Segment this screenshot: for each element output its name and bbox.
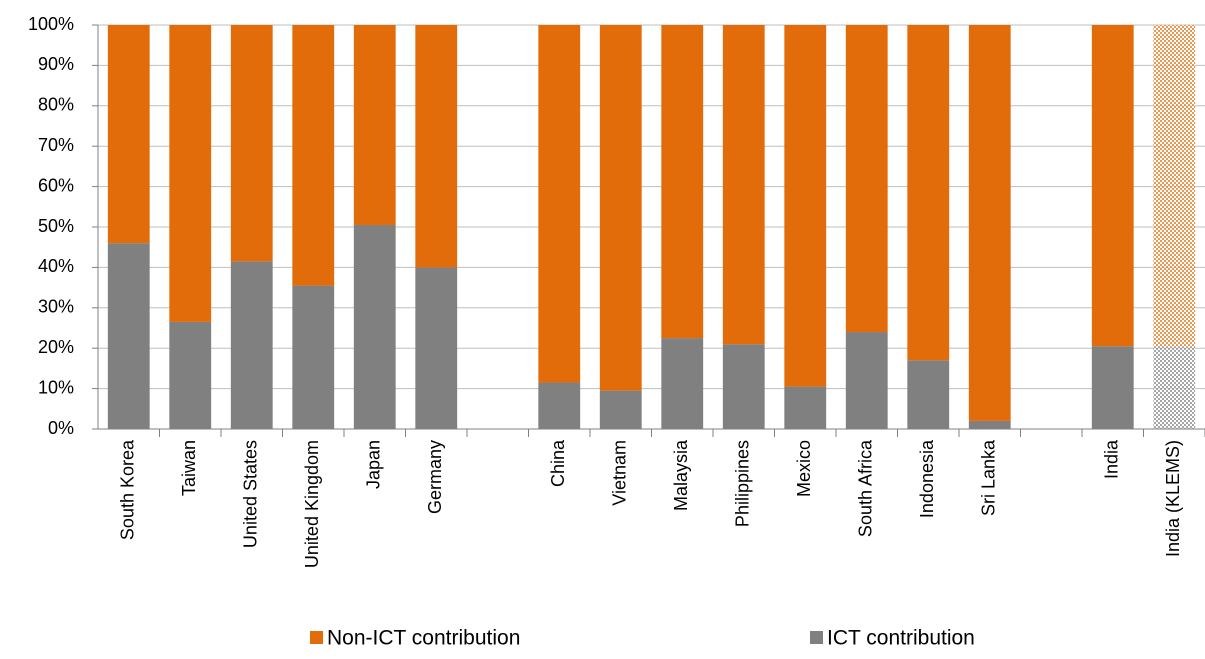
- legend-label: ICT contribution: [827, 627, 975, 650]
- y-tick-label: 40%: [38, 256, 74, 276]
- bar: [538, 382, 581, 429]
- bar: [661, 25, 704, 339]
- x-tick-label: Sri Lanka: [979, 439, 999, 516]
- y-tick-label: 90%: [38, 54, 74, 74]
- bar: [907, 25, 950, 361]
- x-tick-label: Mexico: [794, 440, 814, 497]
- bar: [415, 267, 458, 429]
- bar: [661, 338, 704, 429]
- bar: [169, 25, 212, 322]
- bar: [845, 25, 888, 333]
- y-tick-label: 50%: [38, 216, 74, 236]
- bar: [599, 390, 642, 429]
- bar: [107, 25, 150, 244]
- bar: [107, 243, 150, 429]
- x-tick-label: India (KLEMS): [1163, 440, 1183, 557]
- legend-swatch: [310, 631, 323, 644]
- y-tick-label: 10%: [38, 377, 74, 397]
- x-tick-label: Vietnam: [610, 440, 630, 506]
- legend-swatch: [810, 631, 823, 644]
- bar: [1153, 346, 1196, 429]
- y-tick-label: 100%: [28, 14, 74, 34]
- y-tick-label: 80%: [38, 95, 74, 115]
- bar: [230, 261, 273, 429]
- y-tick-label: 70%: [38, 135, 74, 155]
- bar: [968, 25, 1011, 421]
- x-tick-label: Taiwan: [179, 440, 199, 496]
- bar: [784, 25, 827, 387]
- x-tick-label: United States: [241, 440, 261, 548]
- bar: [722, 344, 765, 429]
- bar: [169, 321, 212, 429]
- bar: [907, 360, 950, 429]
- y-tick-label: 30%: [38, 297, 74, 317]
- x-tick-label: Japan: [364, 440, 384, 489]
- x-tick-label: Germany: [425, 440, 445, 514]
- x-tick-label: Indonesia: [917, 439, 937, 518]
- y-tick-label: 20%: [38, 337, 74, 357]
- bar: [292, 25, 335, 286]
- x-tick-label: South Africa: [856, 439, 876, 537]
- legend-label: Non-ICT contribution: [327, 627, 520, 650]
- bar: [1091, 346, 1134, 429]
- bar: [1091, 25, 1134, 347]
- bar: [415, 25, 458, 268]
- bar: [845, 332, 888, 429]
- bar: [599, 25, 642, 391]
- x-tick-label: South Korea: [118, 439, 138, 540]
- bar: [968, 420, 1011, 429]
- bar: [353, 224, 396, 429]
- x-tick-label: United Kingdom: [302, 440, 322, 568]
- bar: [353, 25, 396, 225]
- bar: [1153, 25, 1196, 347]
- x-tick-label: India: [1102, 439, 1122, 479]
- bar: [538, 25, 581, 383]
- bar: [230, 25, 273, 262]
- y-tick-label: 0%: [48, 418, 74, 438]
- bar: [722, 25, 765, 345]
- x-tick-label: Philippines: [733, 440, 753, 527]
- x-tick-label: Malaysia: [671, 439, 691, 511]
- bar: [292, 285, 335, 429]
- x-tick-label: China: [548, 439, 568, 487]
- bar: [784, 386, 827, 429]
- y-tick-label: 60%: [38, 175, 74, 195]
